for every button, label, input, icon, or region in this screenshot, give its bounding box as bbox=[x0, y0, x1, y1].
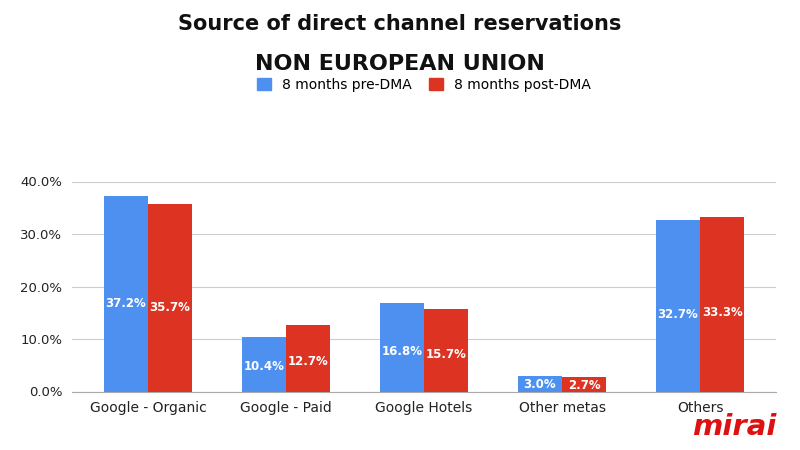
Text: 16.8%: 16.8% bbox=[382, 345, 422, 358]
Text: 2.7%: 2.7% bbox=[568, 378, 601, 392]
Text: 32.7%: 32.7% bbox=[658, 308, 698, 321]
Text: 10.4%: 10.4% bbox=[243, 360, 284, 374]
Bar bbox=[700, 217, 744, 392]
Bar bbox=[148, 204, 192, 392]
Bar bbox=[104, 196, 148, 392]
Bar bbox=[656, 220, 700, 392]
Bar bbox=[518, 376, 562, 392]
Bar bbox=[380, 303, 424, 392]
Text: 12.7%: 12.7% bbox=[288, 355, 329, 368]
Text: mirai: mirai bbox=[692, 413, 776, 441]
Text: 33.3%: 33.3% bbox=[702, 306, 742, 320]
Text: NON EUROPEAN UNION: NON EUROPEAN UNION bbox=[255, 54, 545, 74]
Bar bbox=[424, 309, 468, 392]
Text: Source of direct channel reservations: Source of direct channel reservations bbox=[178, 14, 622, 33]
Bar bbox=[242, 337, 286, 392]
Bar bbox=[286, 325, 330, 392]
Text: 15.7%: 15.7% bbox=[426, 348, 466, 361]
Text: 3.0%: 3.0% bbox=[524, 378, 556, 391]
Legend: 8 months pre-DMA, 8 months post-DMA: 8 months pre-DMA, 8 months post-DMA bbox=[252, 72, 596, 97]
Text: 37.2%: 37.2% bbox=[106, 297, 146, 310]
Bar bbox=[562, 377, 606, 392]
Text: 35.7%: 35.7% bbox=[150, 301, 190, 314]
